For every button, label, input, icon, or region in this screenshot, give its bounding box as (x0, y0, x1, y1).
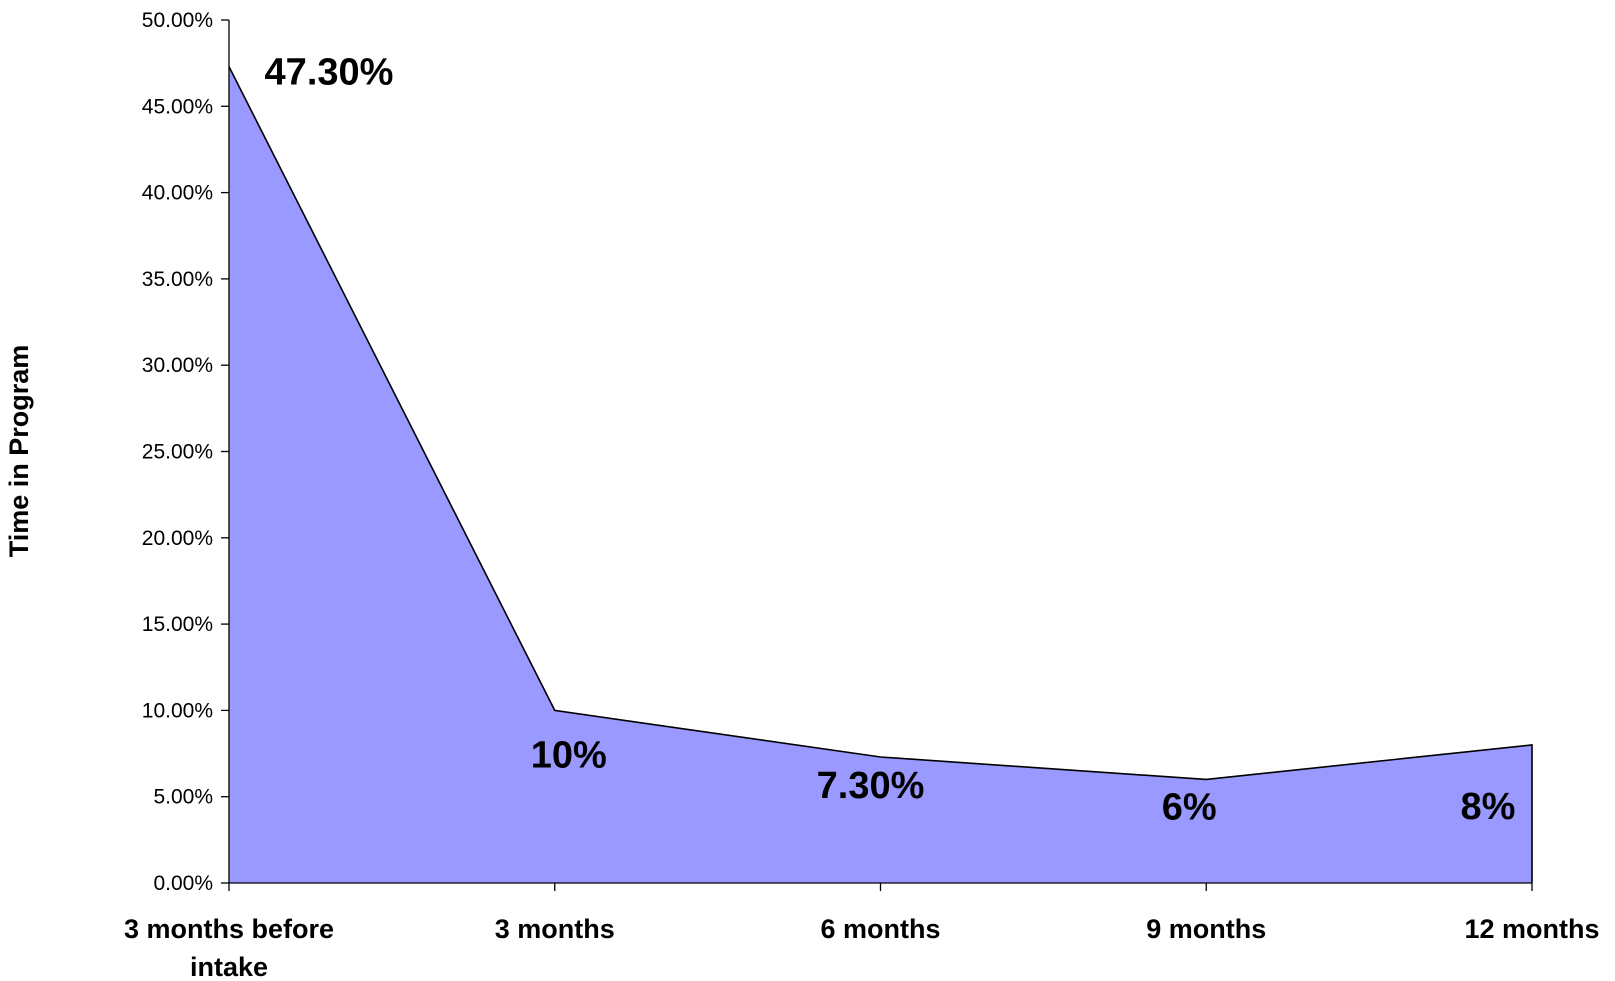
data-labels: 47.30% 10% 7.30% 6% 8% (265, 52, 1516, 829)
y-axis-title: Time in Program (4, 345, 34, 558)
data-label: 6% (1162, 786, 1217, 828)
series-line (228, 66, 1533, 883)
y-tick-label: 0.00% (153, 872, 213, 895)
y-tick-label: 40.00% (142, 182, 213, 205)
x-tick-label: 6 months (820, 914, 940, 944)
x-tick-label: 9 months (1146, 914, 1266, 944)
x-tick-label: 3 months before intake (124, 914, 334, 981)
y-tick-label: 15.00% (142, 613, 213, 636)
data-label: 8% (1461, 786, 1516, 828)
y-tick-label: 5.00% (153, 786, 213, 809)
data-label: 7.30% (817, 765, 925, 807)
area-fill (229, 66, 1532, 884)
y-tick-label: 50.00% (142, 9, 213, 32)
x-axis: 3 months before intake 3 months 6 months 9 m… (124, 882, 1600, 981)
y-tick-label: 25.00% (142, 441, 213, 464)
x-tick-label: 12 months (1464, 914, 1599, 944)
y-tick-label: 35.00% (142, 268, 213, 291)
y-tick-label: 10.00% (142, 699, 213, 722)
y-tick-label: 20.00% (142, 527, 213, 550)
y-axis: 0.00% 5.00% 10.00% 15.00% 20.00% 25.00% 30.00%… (142, 9, 230, 895)
y-tick-label: 30.00% (142, 354, 213, 377)
x-tick-label: 3 months (495, 914, 615, 944)
data-label: 10% (531, 734, 607, 776)
y-tick-label: 45.00% (142, 95, 213, 118)
plot-area (228, 66, 1533, 884)
data-label: 47.30% (265, 52, 394, 94)
